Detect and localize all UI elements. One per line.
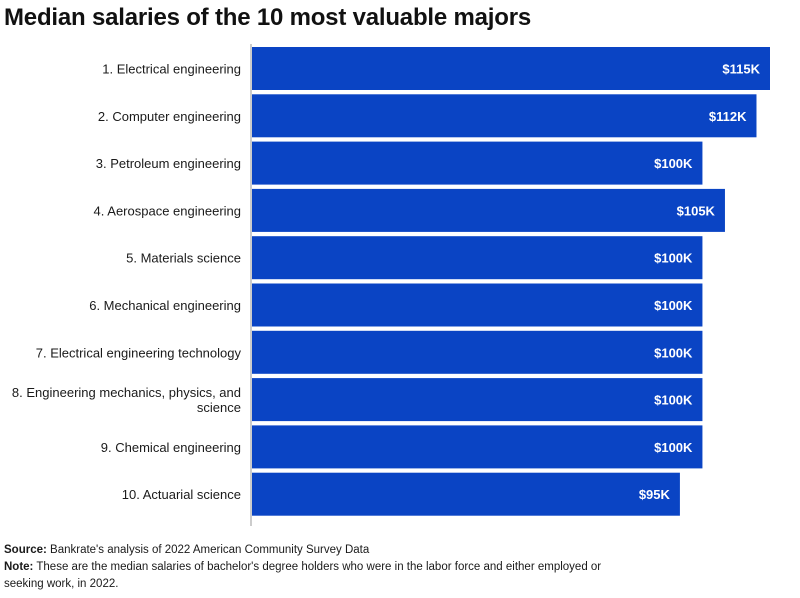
bar-5 — [252, 236, 703, 280]
bar-value-label-10: $95K — [639, 487, 671, 502]
bar-10 — [252, 472, 680, 516]
bar-7 — [252, 330, 703, 374]
source-text: Bankrate's analysis of 2022 American Com… — [50, 544, 370, 556]
bar-value-label-9: $100K — [654, 440, 693, 455]
category-label-5: 5. Materials science — [126, 251, 241, 266]
chart-footer: Source: Bankrate's analysis of 2022 Amer… — [4, 542, 624, 593]
bar-value-label-2: $112K — [709, 109, 747, 124]
bar-value-label-6: $100K — [654, 298, 693, 313]
bar-6 — [252, 283, 703, 327]
bar-value-label-1: $115K — [722, 62, 760, 77]
bar-1 — [252, 47, 770, 90]
note-label: Note: — [4, 561, 34, 573]
bar-value-label-4: $105K — [677, 203, 716, 218]
bar-chart: $115K 1. Electrical engineering $112K 2. Co… — [12, 44, 770, 526]
category-label-7: 7. Electrical engineering technology — [36, 345, 242, 360]
bar-8 — [252, 378, 703, 422]
bar-value-label-3: $100K — [654, 156, 693, 171]
source-label: Source: — [4, 544, 47, 556]
category-label-2: 2. Computer engineering — [98, 109, 241, 124]
note-line: Note: These are the median salaries of b… — [4, 559, 624, 593]
category-label-4: 4. Aerospace engineering — [94, 203, 241, 218]
bar-2 — [252, 94, 757, 138]
bar-value-label-7: $100K — [654, 345, 693, 360]
bar-value-label-5: $100K — [654, 251, 693, 266]
category-label-10: 10. Actuarial science — [122, 487, 241, 502]
bar-value-label-8: $100K — [654, 393, 693, 408]
category-label-8: 8. Engineering mechanics, physics, and sc… — [12, 385, 241, 415]
chart-title: Median salaries of the 10 most valuable … — [4, 4, 532, 31]
bar-3 — [252, 141, 703, 185]
category-label-1: 1. Electrical engineering — [102, 62, 241, 77]
category-label-6: 6. Mechanical engineering — [89, 298, 241, 313]
bar-9 — [252, 425, 703, 469]
category-label-3: 3. Petroleum engineering — [96, 156, 241, 171]
category-label-9: 9. Chemical engineering — [101, 440, 241, 455]
bars-group: $115K 1. Electrical engineering $112K 2. Co… — [12, 47, 770, 516]
note-text: These are the median salaries of bachelo… — [4, 561, 602, 590]
source-line: Source: Bankrate's analysis of 2022 Amer… — [4, 542, 624, 559]
bar-4 — [252, 188, 725, 232]
